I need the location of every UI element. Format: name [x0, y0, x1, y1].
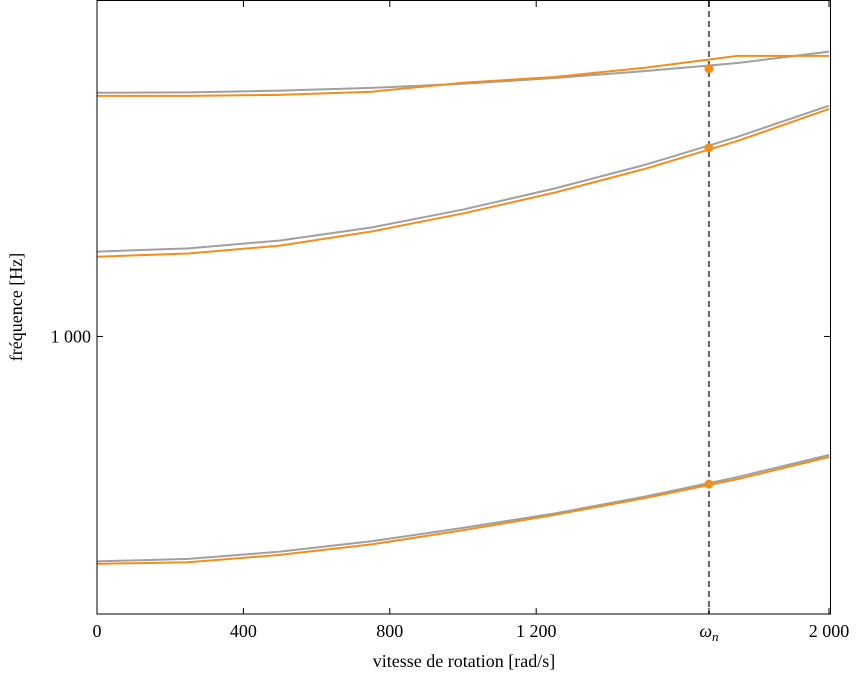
- marker: [704, 143, 714, 153]
- line: [96, 454, 830, 563]
- line: [97, 54, 829, 97]
- line: [96, 107, 830, 258]
- x-tick-label: 1 200: [516, 621, 557, 641]
- marker: [704, 64, 714, 74]
- plot-frame: [96, 0, 831, 615]
- marker: [704, 479, 714, 489]
- y-axis-label: fréquence [Hz]: [6, 253, 26, 361]
- x-tick-label: 400: [230, 621, 257, 641]
- x-axis-label: vitesse de rotation [rad/s]: [373, 651, 555, 671]
- x-tick-label: 800: [376, 621, 403, 641]
- y-tick-label: 1 000: [51, 326, 92, 346]
- x-tick-label: ωn: [699, 621, 718, 644]
- x-tick-label: 0: [93, 621, 102, 641]
- line: [96, 104, 830, 253]
- line: [96, 456, 830, 565]
- x-tick-label: 2 000: [809, 621, 850, 641]
